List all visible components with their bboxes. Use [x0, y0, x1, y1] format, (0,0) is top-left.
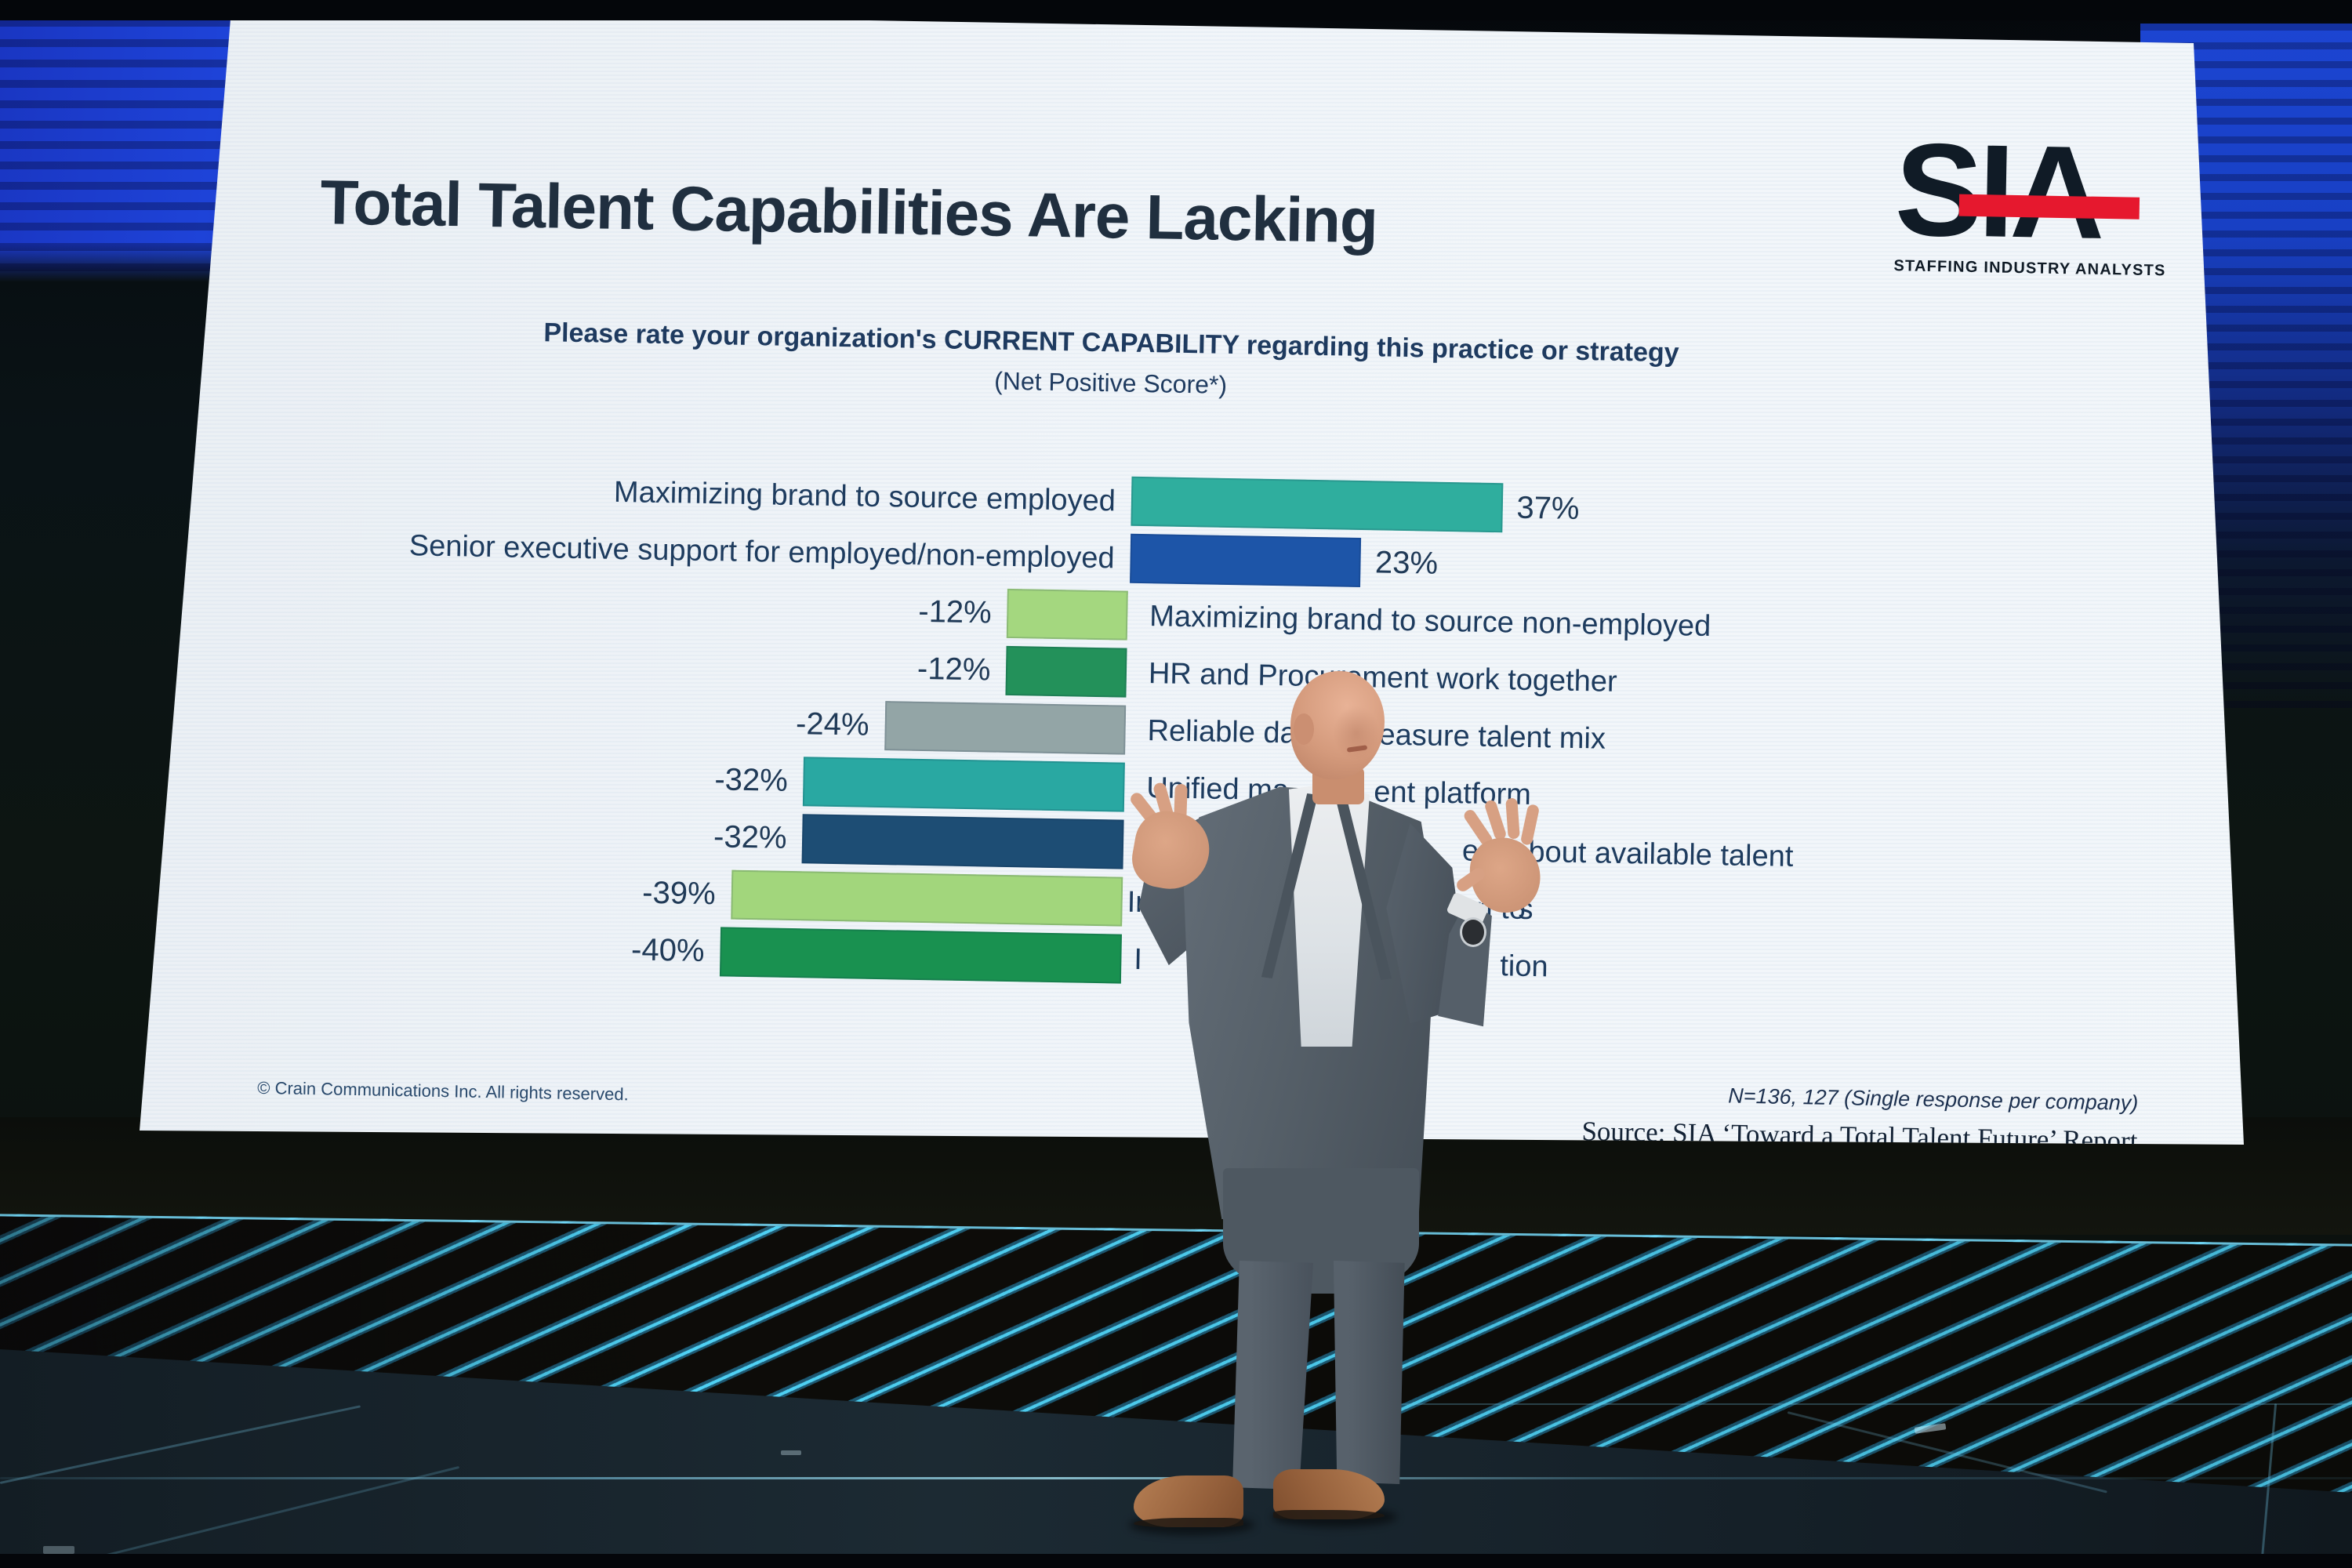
bar-value-label: 23%	[1374, 545, 1439, 581]
bar-value-label: -32%	[714, 762, 789, 798]
presenter-finger	[1519, 804, 1541, 846]
photo-top-edge	[0, 0, 2352, 20]
bar-value-label: 37%	[1516, 490, 1580, 527]
bar-category-label: Maximizing brand to source non-employed	[1149, 600, 1711, 644]
bar-value-label: -39%	[641, 875, 717, 912]
presenter-face	[1333, 706, 1380, 760]
bar-category-label: Maximizing brand to source employed	[613, 475, 1116, 518]
chart-bar	[884, 701, 1127, 755]
wristwatch	[1460, 917, 1486, 947]
floor-mark	[43, 1546, 74, 1554]
presenter-ear	[1294, 713, 1314, 745]
presenter	[1098, 659, 1646, 1568]
presenter-left-leg	[1232, 1261, 1314, 1490]
chart-bar	[719, 927, 1122, 984]
shoe-sole	[1134, 1518, 1243, 1527]
chart-bar	[803, 757, 1125, 812]
chart-bar	[1007, 588, 1128, 641]
chart-bar	[1131, 476, 1503, 533]
chart-bar	[801, 814, 1124, 869]
sample-size-note: N=136, 127 (Single response per company)	[1728, 1083, 2139, 1115]
floor-mark	[781, 1450, 801, 1455]
bar-value-label: -32%	[713, 819, 787, 855]
bar-value-label: -12%	[916, 651, 991, 688]
floor-seam	[1396, 1403, 2352, 1405]
photo-bottom-edge	[0, 1554, 2352, 1568]
bar-value-label: -12%	[917, 593, 993, 630]
bar-value-label: -24%	[795, 706, 869, 742]
presenter-right-leg	[1333, 1261, 1405, 1484]
bar-value-label: -40%	[630, 932, 705, 969]
presenter-left-shoe	[1134, 1475, 1243, 1527]
copyright-note: © Crain Communications Inc. All rights r…	[257, 1077, 629, 1105]
presenter-right-shoe	[1273, 1469, 1385, 1519]
chart-bar	[1130, 533, 1362, 588]
presenter-finger	[1505, 797, 1520, 840]
bar-category-label: Senior executive support for employed/no…	[408, 529, 1115, 575]
shoe-sole	[1273, 1510, 1385, 1519]
chart-bar	[731, 869, 1123, 927]
